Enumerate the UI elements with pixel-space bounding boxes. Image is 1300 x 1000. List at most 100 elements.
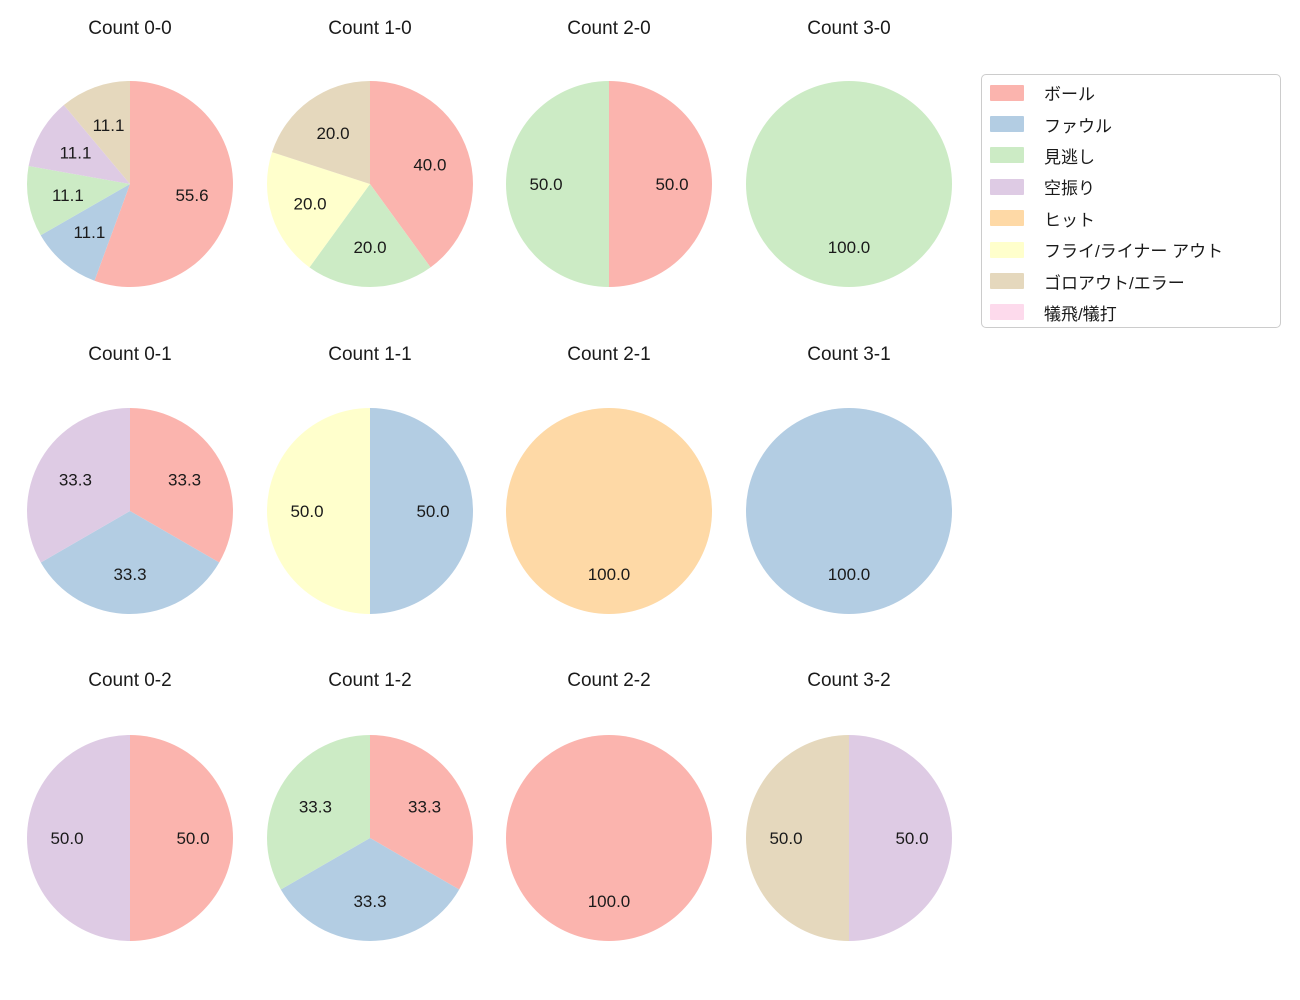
pie-slice bbox=[280, 838, 460, 941]
pie-slice bbox=[27, 408, 131, 563]
pie-title-count-3-2: Count 3-2 bbox=[807, 670, 891, 691]
pie-percent-label: 11.1 bbox=[60, 143, 92, 162]
pie-percent-label: 33.3 bbox=[408, 797, 441, 816]
pie-title-count-0-2: Count 0-2 bbox=[88, 670, 172, 691]
pie-slice bbox=[849, 735, 952, 941]
pie-count-1-1: 50.0 50.0 bbox=[267, 408, 473, 614]
pie-title-count-3-0: Count 3-0 bbox=[807, 18, 891, 39]
pie-slice bbox=[506, 735, 712, 941]
pie-title-count-0-1: Count 0-1 bbox=[88, 344, 172, 365]
pie-count-2-2: 100.0 bbox=[506, 735, 712, 941]
pie-percent-label: 11.1 bbox=[73, 223, 105, 242]
pie-percent-label: 100.0 bbox=[588, 565, 631, 584]
pie-slice bbox=[40, 511, 220, 614]
pie-title-count-1-0: Count 1-0 bbox=[328, 18, 412, 39]
pie-percent-label: 11.1 bbox=[52, 186, 84, 205]
legend-label: ヒット bbox=[1044, 210, 1095, 230]
pie-percent-label: 100.0 bbox=[828, 238, 871, 257]
pie-title-count-1-2: Count 1-2 bbox=[328, 670, 412, 691]
pie-slice bbox=[130, 735, 233, 941]
pie-title-count-3-1: Count 3-1 bbox=[807, 344, 891, 365]
legend-swatch bbox=[990, 147, 1024, 164]
pie-percent-label: 11.1 bbox=[93, 116, 125, 135]
pie-title-count-2-1: Count 2-1 bbox=[567, 344, 651, 365]
legend-swatch bbox=[990, 241, 1024, 258]
legend-label: フライ/ライナー アウト bbox=[1044, 242, 1224, 262]
pie-title-count-1-1: Count 1-1 bbox=[328, 344, 412, 365]
pie-title-count-2-2: Count 2-2 bbox=[567, 670, 651, 691]
legend-swatch bbox=[990, 84, 1024, 101]
pie-slice bbox=[370, 81, 473, 268]
pie-percent-label: 33.3 bbox=[353, 892, 386, 911]
pie-slice bbox=[609, 81, 712, 287]
legend-item: ファウル bbox=[990, 108, 1280, 139]
pie-percent-label: 33.3 bbox=[168, 470, 201, 489]
pie-percent-label: 33.3 bbox=[299, 797, 332, 816]
pie-slice bbox=[506, 408, 712, 614]
pie-count-0-1: 33.3 33.3 33.3 bbox=[27, 408, 233, 614]
pie-count-0-2: 50.0 50.0 bbox=[27, 735, 233, 941]
pie-slice bbox=[746, 408, 952, 614]
legend-swatch bbox=[990, 210, 1024, 227]
pie-percent-label: 50.0 bbox=[50, 829, 83, 848]
legend: ボールファウル見逃し空振りヒットフライ/ライナー アウト ゴロアウト/エラー 犠飛/… bbox=[981, 74, 1281, 328]
legend-swatch bbox=[990, 178, 1024, 195]
pie-count-0-0: 55.611.111.111.111.1 bbox=[26, 81, 233, 287]
legend-label: 犠飛/犠打 bbox=[1044, 304, 1117, 324]
legend-swatch bbox=[990, 273, 1024, 290]
pie-percent-label: 50.0 bbox=[176, 829, 209, 848]
pie-slice bbox=[266, 152, 370, 268]
pie-slice bbox=[272, 81, 370, 184]
pie-count-2-0: 50.0 50.0 bbox=[506, 81, 712, 287]
legend-swatch bbox=[990, 116, 1024, 133]
pie-percent-label: 50.0 bbox=[769, 829, 802, 848]
pie-count-1-0: 40.0 20.0 20.0 20.0 bbox=[266, 81, 473, 287]
pie-slice bbox=[40, 184, 130, 281]
legend-label: ボール bbox=[1044, 85, 1095, 105]
pie-percent-label: 50.0 bbox=[655, 175, 688, 194]
pie-percent-label: 50.0 bbox=[416, 502, 449, 521]
pie-slice bbox=[94, 81, 233, 287]
pie-slice bbox=[26, 165, 130, 236]
pie-percent-label: 100.0 bbox=[828, 565, 871, 584]
pie-slice bbox=[267, 735, 370, 890]
pie-slice bbox=[27, 735, 130, 941]
pie-title-count-0-0: Count 0-0 bbox=[88, 18, 172, 39]
legend-label: ファウル bbox=[1044, 116, 1112, 136]
pie-percent-label: 20.0 bbox=[294, 194, 327, 213]
pie-percent-label: 20.0 bbox=[316, 124, 349, 143]
pie-percent-label: 33.3 bbox=[59, 470, 92, 489]
legend-item: ボール bbox=[990, 77, 1280, 108]
pie-percent-label: 40.0 bbox=[413, 155, 446, 174]
pie-slice bbox=[309, 184, 431, 287]
legend-item: ゴロアウト/エラー bbox=[990, 265, 1280, 296]
legend-list: ボールファウル見逃し空振りヒットフライ/ライナー アウト ゴロアウト/エラー 犠飛/… bbox=[990, 77, 1280, 328]
legend-item: フライ/ライナー アウト bbox=[990, 234, 1280, 265]
pie-percent-label: 55.6 bbox=[175, 186, 208, 205]
pie-count-3-1: 100.0 bbox=[746, 408, 952, 614]
pie-percent-label: 33.3 bbox=[113, 565, 146, 584]
pie-percent-label: 50.0 bbox=[529, 175, 562, 194]
pie-percent-label: 20.0 bbox=[353, 238, 386, 257]
legend-label: ゴロアウト/エラー bbox=[1044, 273, 1185, 293]
legend-item: 空振り bbox=[990, 171, 1280, 202]
pie-slice bbox=[370, 735, 473, 890]
pie-slice bbox=[267, 408, 370, 614]
pie-slice bbox=[28, 105, 131, 184]
pie-title-count-2-0: Count 2-0 bbox=[567, 18, 651, 39]
legend-label: 空振り bbox=[1044, 179, 1095, 199]
legend-label: 見逃し bbox=[1044, 147, 1095, 167]
pie-count-3-0: 100.0 bbox=[746, 81, 952, 287]
pie-slice bbox=[746, 735, 849, 941]
pie-slice bbox=[506, 81, 609, 287]
pie-count-3-2: 50.0 50.0 bbox=[746, 735, 952, 941]
pie-count-1-2: 33.3 33.3 33.3 bbox=[267, 735, 473, 941]
pie-slice bbox=[63, 81, 130, 184]
pie-slice bbox=[130, 408, 233, 563]
pie-percent-label: 50.0 bbox=[895, 829, 928, 848]
pie-slice bbox=[746, 81, 952, 287]
legend-swatch bbox=[990, 304, 1024, 321]
pie-percent-label: 100.0 bbox=[588, 892, 631, 911]
pie-percent-label: 50.0 bbox=[290, 502, 323, 521]
